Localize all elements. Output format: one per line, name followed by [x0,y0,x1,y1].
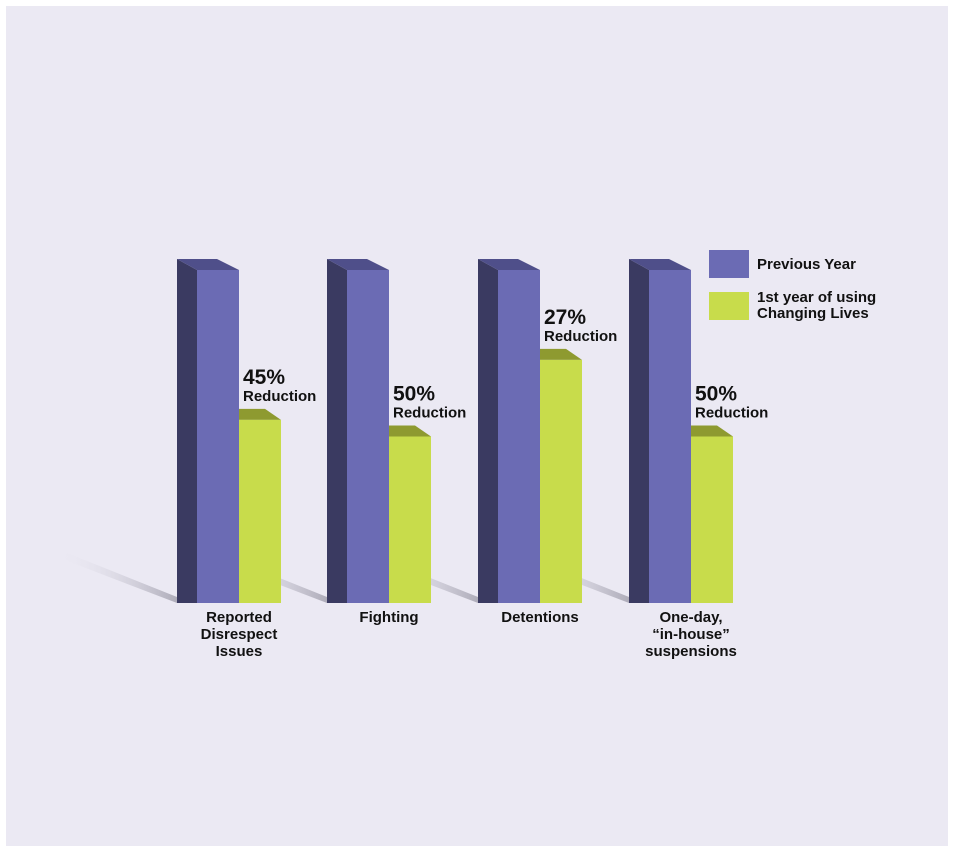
category-label-0-0: Reported [206,609,272,626]
category-label-1-0: Fighting [359,609,418,626]
category-label-0-1: Disrespect [201,626,278,643]
bar-chart: 45%ReductionReportedDisrespectIssues50%R… [57,250,876,660]
category-label-2-0: Detentions [501,609,579,626]
bar-current-3 [691,436,733,603]
reduction-percent-3: 50% [695,383,737,406]
reduction-label-1: Reduction [393,405,466,422]
bar-previous-top-0 [177,259,239,270]
floor-shadow-0 [57,553,177,603]
reduction-label-2: Reduction [544,328,617,345]
bar-previous-3 [649,270,691,603]
category-label-3-1: “in-house” [652,626,730,643]
bar-previous-side-2 [478,259,498,603]
bar-current-2 [540,359,582,603]
bar-previous-side-3 [629,259,649,603]
reduction-percent-1: 50% [393,383,435,406]
reduction-percent-0: 45% [243,366,285,389]
bar-previous-top-1 [327,259,389,270]
bar-current-top-2 [540,348,582,360]
chart-frame: 45% Reduction Reported Disrespect Issues 50% R… [6,6,948,846]
reduction-percent-2: 27% [544,306,586,329]
legend-swatch-previous-year [709,250,749,278]
category-label-0-2: Issues [216,643,263,660]
bar-previous-side-0 [177,259,197,603]
legend-label-previous-year: Previous Year [757,256,856,273]
category-label-3-0: One-day, [659,609,722,626]
bar-previous-top-2 [478,259,540,270]
bar-previous-side-1 [327,259,347,603]
bar-current-1 [389,436,431,603]
legend-label-changing-lives-1: Changing Lives [757,305,869,322]
bar-current-top-1 [389,425,431,437]
bar-previous-top-3 [629,259,691,270]
reduction-label-0: Reduction [243,388,316,405]
bar-previous-1 [347,270,389,603]
reduction-label-3: Reduction [695,405,768,422]
bar-current-top-0 [239,408,281,420]
category-label-3-2: suspensions [645,643,737,660]
bar-current-top-3 [691,425,733,437]
legend-label-changing-lives-0: 1st year of using [757,289,876,306]
legend-swatch-changing-lives [709,292,749,320]
bar-previous-0 [197,270,239,603]
bar-current-0 [239,419,281,603]
bar-previous-2 [498,270,540,603]
